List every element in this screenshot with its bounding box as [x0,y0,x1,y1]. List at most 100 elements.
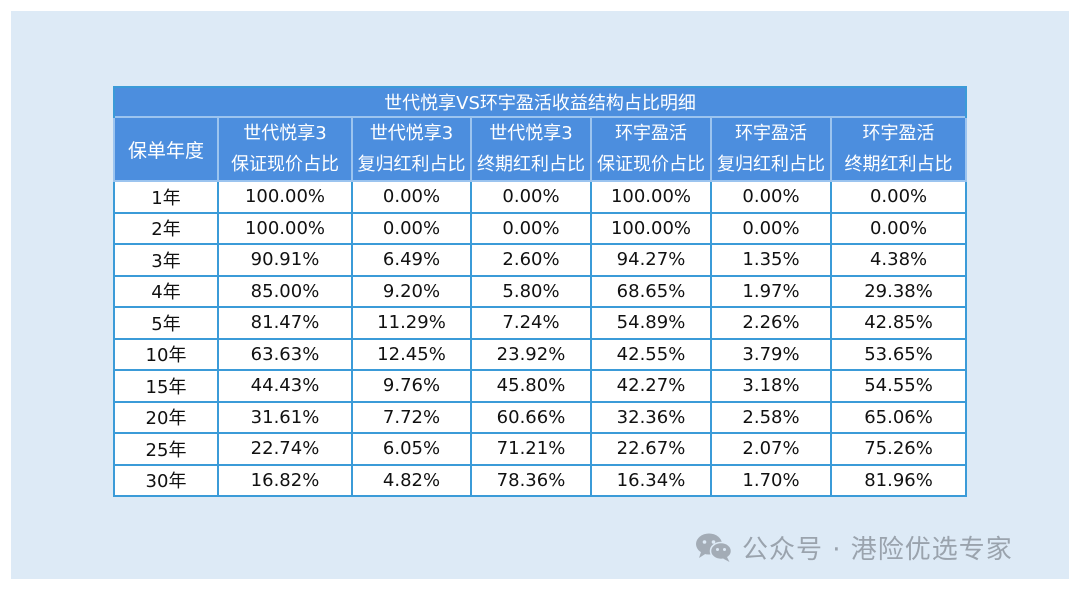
header-metric: 保证现价占比 [597,154,705,175]
percentage-cell: 63.63% [217,337,353,371]
policy-year-cell: 30年 [113,463,219,497]
percentage-cell: 44.43% [217,369,353,403]
percentage-cell: 9.76% [351,369,472,403]
percentage-cell: 75.26% [829,432,968,466]
percentage-cell: 0.00% [829,211,968,245]
percentage-cell: 78.36% [470,463,592,497]
percentage-cell: 16.34% [590,463,712,497]
table-row: 4年 85.00% 9.20% 5.80% 68.65% 1.97% 29.38% [113,274,968,308]
wechat-icon [696,533,733,562]
percentage-cell: 100.00% [217,180,353,214]
percentage-cell: 54.89% [590,306,712,340]
percentage-cell: 6.05% [351,432,472,466]
policy-year-cell: 15年 [113,369,219,403]
header-col-3: 世代悦享3 终期红利占比 [470,116,592,182]
percentage-cell: 12.45% [351,337,472,371]
header-col-2: 世代悦享3 复归红利占比 [351,116,472,182]
percentage-cell: 2.58% [710,400,832,434]
policy-year-cell: 10年 [113,337,219,371]
header-col-5: 环宇盈活 复归红利占比 [710,116,832,182]
header-product: 世代悦享3 [369,123,454,144]
percentage-cell: 100.00% [590,211,712,245]
table-title: 世代悦享VS环宇盈活收益结构占比明细 [112,86,968,118]
percentage-cell: 94.27% [590,243,712,277]
percentage-cell: 100.00% [217,211,353,245]
percentage-cell: 54.55% [829,369,968,403]
header-product: 世代悦享3 [243,123,327,144]
percentage-cell: 2.07% [710,432,832,466]
percentage-cell: 4.82% [351,463,472,497]
policy-year-cell: 5年 [113,306,219,340]
percentage-cell: 42.85% [829,306,968,340]
percentage-cell: 23.92% [470,337,592,371]
table-row: 2年 100.00% 0.00% 0.00% 100.00% 0.00% 0.00% [113,211,968,245]
percentage-cell: 1.97% [710,274,832,308]
percentage-cell: 65.06% [829,400,968,434]
header-policy-year: 保单年度 [113,116,219,182]
percentage-cell: 0.00% [829,180,968,214]
percentage-cell: 4.38% [829,243,968,277]
header-metric: 复归红利占比 [357,154,466,175]
percentage-cell: 90.91% [217,243,353,277]
policy-year-cell: 3年 [113,243,219,277]
table-row: 25年 22.74% 6.05% 71.21% 22.67% 2.07% 75.26% [113,432,968,466]
percentage-cell: 2.26% [710,306,832,340]
percentage-cell: 5.80% [470,274,592,308]
percentage-cell: 0.00% [351,211,472,245]
percentage-cell: 7.72% [351,400,472,434]
percentage-cell: 71.21% [470,432,592,466]
comparison-table: 世代悦享VS环宇盈活收益结构占比明细 保单年度 世代悦享3 保证现价占比 世代悦… [112,86,968,497]
policy-year-cell: 4年 [113,274,219,308]
header-metric: 终期红利占比 [477,154,585,175]
header-metric: 保证现价占比 [231,154,339,175]
percentage-cell: 0.00% [710,211,832,245]
percentage-cell: 81.47% [217,306,353,340]
percentage-cell: 42.55% [590,337,712,371]
policy-year-cell: 25年 [113,432,219,466]
percentage-cell: 45.80% [470,369,592,403]
header-col-6: 环宇盈活 终期红利占比 [829,116,968,182]
watermark-text: 公众号 · 港险优选专家 [742,534,1013,565]
header-product: 环宇盈活 [735,123,807,144]
header-product: 环宇盈活 [862,123,935,144]
watermark: 公众号 · 港险优选专家 [694,527,1013,567]
header-metric: 复归红利占比 [717,154,825,175]
percentage-cell: 53.65% [829,337,968,371]
percentage-cell: 81.96% [829,463,968,497]
percentage-cell: 3.79% [710,337,832,371]
table-row: 10年 63.63% 12.45% 23.92% 42.55% 3.79% 53.65% [113,337,968,371]
table-row: 20年 31.61% 7.72% 60.66% 32.36% 2.58% 65.06% [113,400,968,434]
percentage-cell: 100.00% [590,180,712,214]
percentage-cell: 29.38% [829,274,968,308]
percentage-cell: 1.70% [710,463,832,497]
header-metric: 终期红利占比 [844,154,953,175]
table-row: 3年 90.91% 6.49% 2.60% 94.27% 1.35% 4.38% [113,243,968,277]
header-col-1: 世代悦享3 保证现价占比 [217,116,353,182]
percentage-cell: 0.00% [470,211,592,245]
percentage-cell: 0.00% [710,180,832,214]
header-label: 保单年度 [127,139,204,162]
percentage-cell: 31.61% [217,400,353,434]
percentage-cell: 68.65% [590,274,712,308]
percentage-cell: 42.27% [590,369,712,403]
percentage-cell: 0.00% [470,180,592,214]
percentage-cell: 2.60% [470,243,592,277]
table-body: 1年 100.00% 0.00% 0.00% 100.00% 0.00% 0.00% 2年 10… [113,180,968,497]
percentage-cell: 0.00% [351,180,472,214]
percentage-cell: 85.00% [217,274,353,308]
percentage-cell: 9.20% [351,274,472,308]
percentage-cell: 6.49% [351,243,472,277]
percentage-cell: 32.36% [590,400,712,434]
percentage-cell: 7.24% [470,306,592,340]
table-row: 30年 16.82% 4.82% 78.36% 16.34% 1.70% 81.96% [113,463,968,497]
header-col-4: 环宇盈活 保证现价占比 [590,116,712,182]
table-row: 15年 44.43% 9.76% 45.80% 42.27% 3.18% 54.55% [113,369,968,403]
percentage-cell: 22.67% [590,432,712,466]
header-row: 保单年度 世代悦享3 保证现价占比 世代悦享3 复归红利占比 世代悦享3 终期红… [113,116,968,182]
policy-year-cell: 2年 [113,211,219,245]
percentage-cell: 11.29% [351,306,472,340]
policy-year-cell: 1年 [113,180,219,214]
percentage-cell: 22.74% [217,432,353,466]
percentage-cell: 3.18% [710,369,832,403]
policy-year-cell: 20年 [113,400,219,434]
